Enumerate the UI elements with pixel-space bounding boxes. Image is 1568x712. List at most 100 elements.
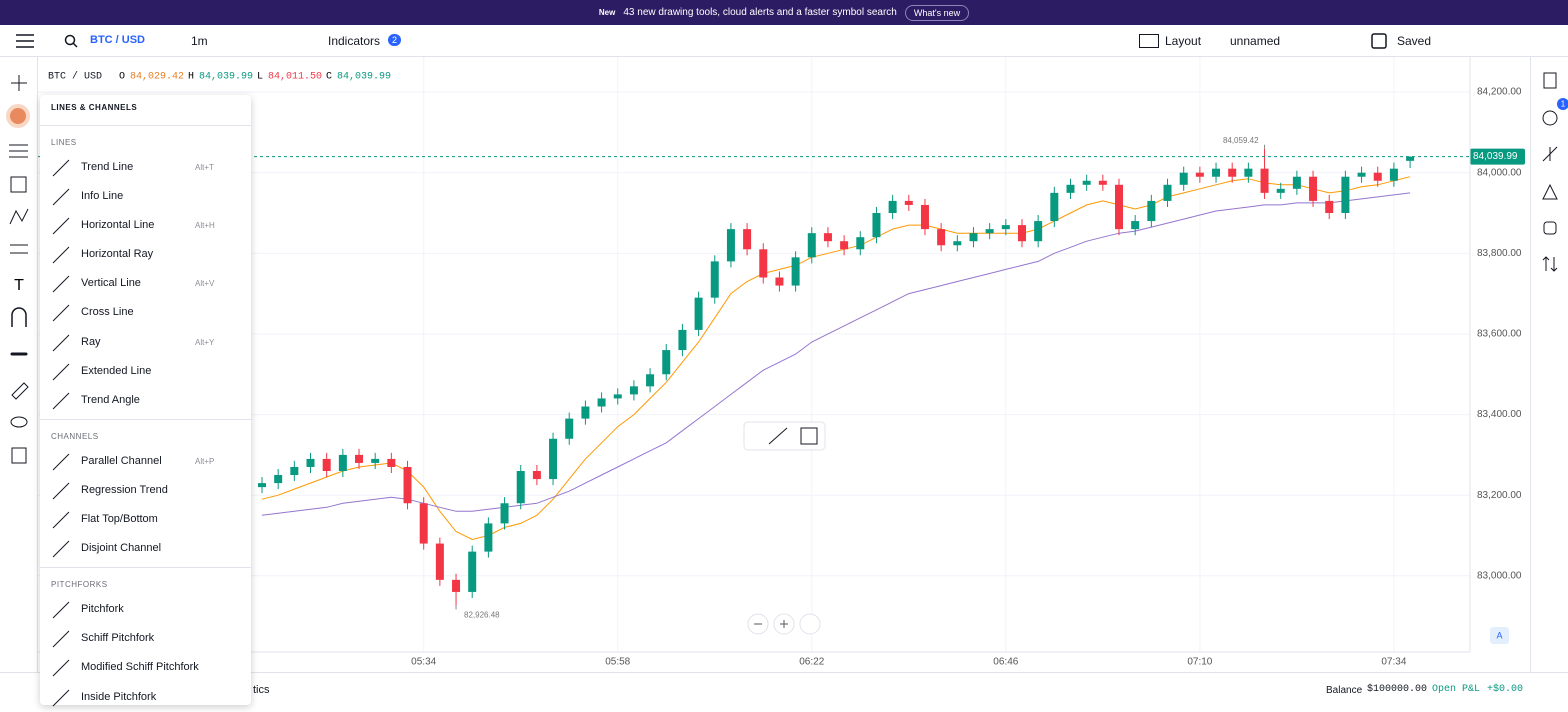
item-label: Extended Line — [81, 364, 152, 377]
menu-item[interactable]: Modified Schiff Pitchfork — [40, 653, 251, 682]
legend-l: 84,011.50 — [268, 72, 322, 83]
menu-item[interactable]: Trend Line Alt+T — [40, 153, 251, 182]
menu-item[interactable]: Pitchfork — [40, 595, 251, 624]
magnet-tool[interactable] — [11, 307, 27, 327]
layout-icon[interactable] — [1139, 34, 1159, 48]
search-icon[interactable] — [64, 34, 78, 48]
candle-body — [468, 551, 477, 592]
x-tick-label: 06:22 — [799, 657, 824, 668]
menu-item[interactable]: Schiff Pitchfork — [40, 624, 251, 653]
candle-body — [694, 297, 703, 330]
candle-body — [629, 386, 638, 395]
candle-body — [1131, 221, 1140, 230]
plot: 83,000.00 83,200.00 83,400.00 83,600.00 83,8… — [38, 57, 1525, 668]
candle-body — [1357, 172, 1366, 177]
menu-item[interactable]: Regression Trend — [40, 476, 251, 505]
menu-item[interactable]: Trend Angle — [40, 386, 251, 415]
item-label: Info Line — [81, 190, 124, 203]
menu-item[interactable]: Parallel Channel Alt+P — [40, 447, 251, 476]
item-shortcut: Alt+T — [195, 163, 214, 172]
candle-body — [807, 233, 816, 258]
candle-body — [581, 406, 590, 419]
menu-item[interactable]: Info Line — [40, 182, 251, 211]
ideas[interactable] — [1542, 146, 1558, 162]
text-tool[interactable]: T — [14, 277, 24, 294]
indicators[interactable]: Indicators — [328, 34, 381, 48]
menu-item[interactable]: Extended Line — [40, 357, 251, 386]
trading[interactable] — [1542, 183, 1558, 200]
menu-item[interactable]: Horizontal Ray — [40, 240, 251, 269]
reset[interactable] — [799, 613, 821, 635]
item-icon — [52, 159, 70, 177]
bottom-tab[interactable]: tics — [253, 684, 270, 696]
pnl: +$0.00 — [1487, 684, 1524, 695]
candle-body — [840, 241, 849, 250]
menu-item[interactable]: Disjoint Channel — [40, 534, 251, 563]
candle-body — [1325, 200, 1334, 214]
menu-item[interactable]: Horizontal Line Alt+H — [40, 211, 251, 240]
item-label: Inside Pitchfork — [81, 690, 157, 703]
patterns-tool[interactable] — [9, 208, 29, 225]
menu-item[interactable]: Ray Alt+Y — [40, 328, 251, 357]
annotation-label: 82,926.48 — [464, 611, 500, 620]
candle-body — [1066, 184, 1075, 193]
candle-body — [856, 237, 865, 250]
layout[interactable]: Layout — [1165, 34, 1202, 48]
interval[interactable]: 1m — [191, 34, 208, 48]
menu-item[interactable]: Cross Line — [40, 298, 251, 327]
candle-body — [1179, 172, 1188, 185]
candle-body — [484, 523, 493, 552]
watchlist[interactable] — [1543, 72, 1557, 89]
candle-body — [1260, 168, 1269, 193]
layout-name[interactable]: unnamed — [1230, 34, 1281, 48]
whats-new[interactable]: What's new — [904, 4, 970, 21]
drawing-menu: LINES & CHANNELS LINES Trend Line Alt+T Inf… — [40, 95, 251, 706]
item-icon — [52, 246, 70, 264]
menu-item[interactable]: Vertical Line Alt+V — [40, 269, 251, 298]
item-icon — [52, 660, 70, 677]
candle-body — [1082, 180, 1091, 185]
y-tick-label: 84,200.00 — [1477, 87, 1522, 98]
auto-scale[interactable] — [1490, 627, 1509, 644]
forecast-tool[interactable] — [10, 244, 28, 254]
candle-body — [1341, 176, 1350, 214]
menu-item[interactable]: Inside Pitchfork — [40, 683, 251, 712]
eye-tool[interactable] — [10, 416, 28, 428]
separator — [40, 418, 251, 420]
crosshair-tool[interactable] — [11, 75, 27, 91]
item-label: Pitchfork — [81, 603, 124, 616]
rect-icon — [800, 427, 818, 445]
fib-tool[interactable] — [9, 144, 28, 158]
menu-icon[interactable] — [16, 34, 34, 48]
save[interactable]: Saved — [1397, 34, 1432, 48]
trend-line-icon — [768, 427, 788, 445]
symbol[interactable]: BTC / USD — [90, 34, 145, 46]
lines-tool[interactable] — [10, 108, 26, 124]
x-tick-label: 07:10 — [1187, 657, 1212, 668]
legend-c: 84,039.99 — [337, 72, 391, 83]
candle-body — [516, 471, 525, 504]
trash-tool[interactable] — [11, 447, 27, 464]
floating-toolbar[interactable] — [743, 421, 826, 451]
shapes-tool[interactable] — [10, 176, 27, 193]
price-tag: 84,039.99 — [1473, 151, 1518, 162]
menu-item[interactable]: Flat Top/Bottom — [40, 505, 251, 534]
lock-tool[interactable] — [11, 382, 29, 400]
save-icon[interactable] — [1371, 33, 1387, 49]
candle-body — [726, 229, 735, 262]
item-label: Parallel Channel — [81, 454, 162, 467]
item-label: Ray — [81, 335, 101, 348]
sort[interactable] — [1542, 256, 1558, 272]
plugins[interactable] — [1543, 221, 1557, 235]
candle-body — [662, 350, 671, 375]
candle-body — [419, 503, 428, 544]
item-label: Regression Trend — [81, 483, 168, 496]
alerts[interactable] — [1542, 110, 1558, 126]
zoom-controls[interactable] — [747, 613, 821, 635]
candle-body — [823, 233, 832, 242]
candle-body — [759, 249, 768, 278]
price-tag-bg — [1470, 148, 1525, 165]
left-tools: T — [6, 75, 30, 464]
item-icon — [52, 217, 70, 235]
